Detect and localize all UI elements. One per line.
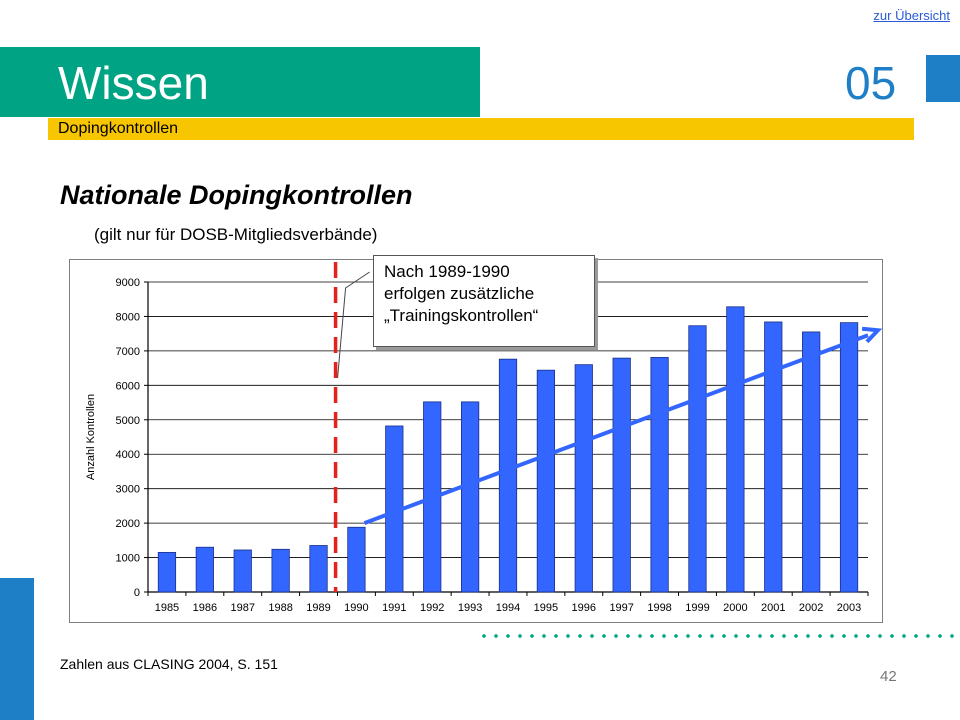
scope-note: (gilt nur für DOSB-Mitgliedsverbände) <box>94 225 378 244</box>
bar-2002 <box>802 331 821 593</box>
y-axis-label: Anzahl Kontrollen <box>85 394 97 480</box>
bar-1999 <box>688 325 707 593</box>
x-tick-label: 2002 <box>799 602 823 614</box>
dotted-divider <box>478 632 960 640</box>
x-tick-label: 1993 <box>458 602 482 614</box>
subtitle-band <box>48 118 914 140</box>
blue-square-decoration <box>926 55 960 102</box>
trend-arrowhead <box>861 326 882 344</box>
bar-2001 <box>764 321 783 593</box>
page-title: Wissen <box>58 57 209 109</box>
x-tick-label: 1987 <box>230 602 254 614</box>
x-tick-label: 1985 <box>155 602 179 614</box>
callout-line: erfolgen zusätzliche <box>384 284 535 303</box>
x-tick-label: 1989 <box>306 602 330 614</box>
bar-2003 <box>839 322 859 593</box>
bar-1994 <box>498 358 518 593</box>
y-tick-label: 3000 <box>116 484 140 496</box>
bar-1985 <box>157 551 177 593</box>
chapter-number: 05 <box>845 57 897 109</box>
y-tick-label: 5000 <box>116 415 140 427</box>
y-tick-label: 6000 <box>116 380 140 392</box>
x-tick-label: 1996 <box>572 602 596 614</box>
bar-1986 <box>195 546 214 593</box>
callout-line: Nach 1989-1990 <box>384 262 510 281</box>
y-tick-label: 4000 <box>116 449 140 461</box>
callout-box: Nach 1989-1990 erfolgen zusätzliche „Tra… <box>373 255 595 347</box>
bar-1989 <box>309 545 328 593</box>
y-tick-label: 2000 <box>116 518 140 530</box>
bar-1998 <box>650 357 669 593</box>
bar-1996 <box>574 364 593 593</box>
y-tick-label: 0 <box>134 587 140 599</box>
x-tick-label: 1995 <box>534 602 558 614</box>
header-band <box>0 47 480 117</box>
y-tick-label: 7000 <box>116 346 140 358</box>
overview-link[interactable]: zur Übersicht <box>873 8 950 23</box>
x-tick-label: 1991 <box>382 602 406 614</box>
bar-1988 <box>271 548 290 593</box>
x-tick-label: 1997 <box>609 602 633 614</box>
bar-1987 <box>233 549 252 593</box>
x-tick-label: 1986 <box>193 602 217 614</box>
callout-line: „Trainingskontrollen“ <box>384 306 539 325</box>
y-tick-label: 9000 <box>116 277 140 289</box>
bar-1990 <box>347 526 366 593</box>
bar-2000 <box>726 306 745 593</box>
page-number: 42 <box>880 668 897 685</box>
y-tick-label: 1000 <box>116 553 140 565</box>
x-tick-label: 1994 <box>496 602 520 614</box>
x-tick-label: 1999 <box>685 602 709 614</box>
main-heading: Nationale Dopingkontrollen <box>60 180 413 210</box>
x-tick-label: 2003 <box>837 602 861 614</box>
blue-strip-decoration <box>0 578 34 720</box>
x-tick-label: 2001 <box>761 602 785 614</box>
x-tick-label: 2000 <box>723 602 747 614</box>
callout-connector <box>337 271 370 379</box>
doping-controls-chart: 0 1000 2000 3000 4000 5000 6000 7000 8000 9000 198… <box>85 262 882 614</box>
x-tick-label: 1992 <box>420 602 444 614</box>
x-tick-label: 1990 <box>344 602 368 614</box>
x-tick-label: 1998 <box>647 602 671 614</box>
bar-1997 <box>612 357 631 593</box>
source-citation: Zahlen aus CLASING 2004, S. 151 <box>60 656 278 672</box>
bar-1993 <box>460 401 480 593</box>
trend-arrow <box>363 333 869 525</box>
x-tick-label: 1988 <box>268 602 292 614</box>
y-tick-label: 8000 <box>116 311 140 323</box>
bar-1995 <box>536 369 556 593</box>
page-subtitle: Dopingkontrollen <box>58 120 179 137</box>
